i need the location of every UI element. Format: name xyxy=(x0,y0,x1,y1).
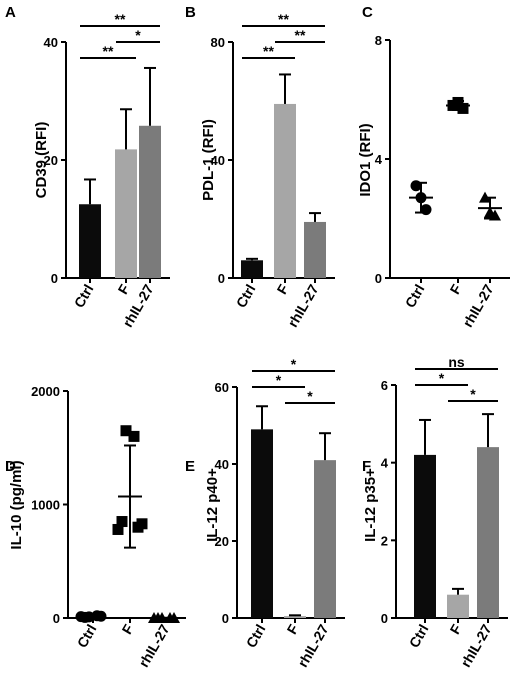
bar xyxy=(241,260,263,278)
x-category-label: F xyxy=(283,621,301,637)
significance-label: * xyxy=(439,370,445,386)
y-tick-label: 6 xyxy=(381,378,388,393)
y-tick-label: 1000 xyxy=(31,498,60,513)
x-category-label: F xyxy=(118,621,136,637)
x-category-label: rhIL-27 xyxy=(459,281,496,330)
data-point xyxy=(128,430,140,442)
bar xyxy=(115,149,137,278)
y-tick-label: 0 xyxy=(53,611,60,626)
y-tick-label: 40 xyxy=(44,35,58,50)
panel-letter: F xyxy=(362,458,371,475)
y-axis-label: IL-12 p40+ xyxy=(204,468,221,542)
y-tick-label: 4 xyxy=(381,456,389,471)
significance-label: ** xyxy=(263,43,274,59)
x-category-label: F xyxy=(273,281,291,297)
x-category-label: Ctrl xyxy=(71,282,97,311)
data-point xyxy=(489,209,501,221)
significance-label: * xyxy=(307,388,313,404)
x-category-label: F xyxy=(446,281,464,297)
data-point xyxy=(148,612,160,623)
significance-label: ** xyxy=(103,43,114,59)
bar xyxy=(477,447,499,618)
x-category-label: F xyxy=(114,281,132,297)
data-point xyxy=(168,612,180,623)
panel-letter: E xyxy=(185,458,195,475)
y-axis-label: IL-12 p35+ xyxy=(362,468,379,542)
data-point xyxy=(75,611,87,623)
y-tick-label: 0 xyxy=(381,611,388,626)
data-point xyxy=(95,610,107,622)
data-point xyxy=(420,204,432,216)
y-tick-label: 0 xyxy=(375,271,382,286)
panel-letter: A xyxy=(5,4,16,21)
y-tick-label: 40 xyxy=(211,153,225,168)
significance-label: ** xyxy=(278,11,289,27)
y-tick-label: 0 xyxy=(222,611,229,626)
x-category-label: Ctrl xyxy=(243,622,269,651)
y-tick-label: 20 xyxy=(215,534,229,549)
bar xyxy=(414,454,436,618)
y-tick-label: 80 xyxy=(211,35,225,50)
bar xyxy=(79,204,101,278)
y-axis-label: PDL-1 (RFI) xyxy=(200,119,217,201)
data-point xyxy=(452,96,464,108)
data-point xyxy=(457,102,469,114)
significance-label: * xyxy=(470,386,476,402)
data-point xyxy=(112,523,124,535)
x-category-label: Ctrl xyxy=(74,622,100,651)
data-point xyxy=(120,425,132,437)
y-tick-label: 0 xyxy=(51,271,58,286)
significance-label: * xyxy=(276,372,282,388)
data-point xyxy=(415,192,427,204)
data-point xyxy=(479,191,491,203)
bar xyxy=(447,594,469,618)
panel-letter: D xyxy=(5,458,16,475)
y-tick-label: 2 xyxy=(381,533,388,548)
y-tick-label: 40 xyxy=(215,457,229,472)
x-category-label: Ctrl xyxy=(402,282,428,311)
y-tick-label: 60 xyxy=(215,380,229,395)
y-axis-label: IL-10 (pg/ml) xyxy=(8,460,25,549)
data-point xyxy=(116,516,128,528)
significance-label: ns xyxy=(448,354,465,370)
panel-letter: C xyxy=(362,4,373,21)
y-tick-label: 0 xyxy=(218,271,225,286)
significance-label: ** xyxy=(115,11,126,27)
bar xyxy=(284,616,306,618)
significance-label: * xyxy=(291,356,297,372)
significance-label: * xyxy=(135,27,141,43)
y-tick-label: 20 xyxy=(44,153,58,168)
x-category-label: Ctrl xyxy=(233,282,259,311)
y-tick-label: 4 xyxy=(375,152,383,167)
data-point xyxy=(410,180,422,192)
bar xyxy=(304,221,326,278)
x-category-label: Ctrl xyxy=(406,622,432,651)
y-tick-label: 2000 xyxy=(31,384,60,399)
significance-label: ** xyxy=(295,27,306,43)
y-axis-label: IDO1 (RFI) xyxy=(357,123,374,196)
data-point xyxy=(136,518,148,530)
bar xyxy=(251,429,273,618)
panel-letter: B xyxy=(185,4,196,21)
bar xyxy=(139,125,161,278)
x-category-label: F xyxy=(446,621,464,637)
x-category-label: rhIL-27 xyxy=(135,621,172,670)
bar xyxy=(274,103,296,278)
bar xyxy=(314,460,336,618)
y-tick-label: 8 xyxy=(375,33,382,48)
y-axis-label: CD39 (RFI) xyxy=(33,122,50,199)
